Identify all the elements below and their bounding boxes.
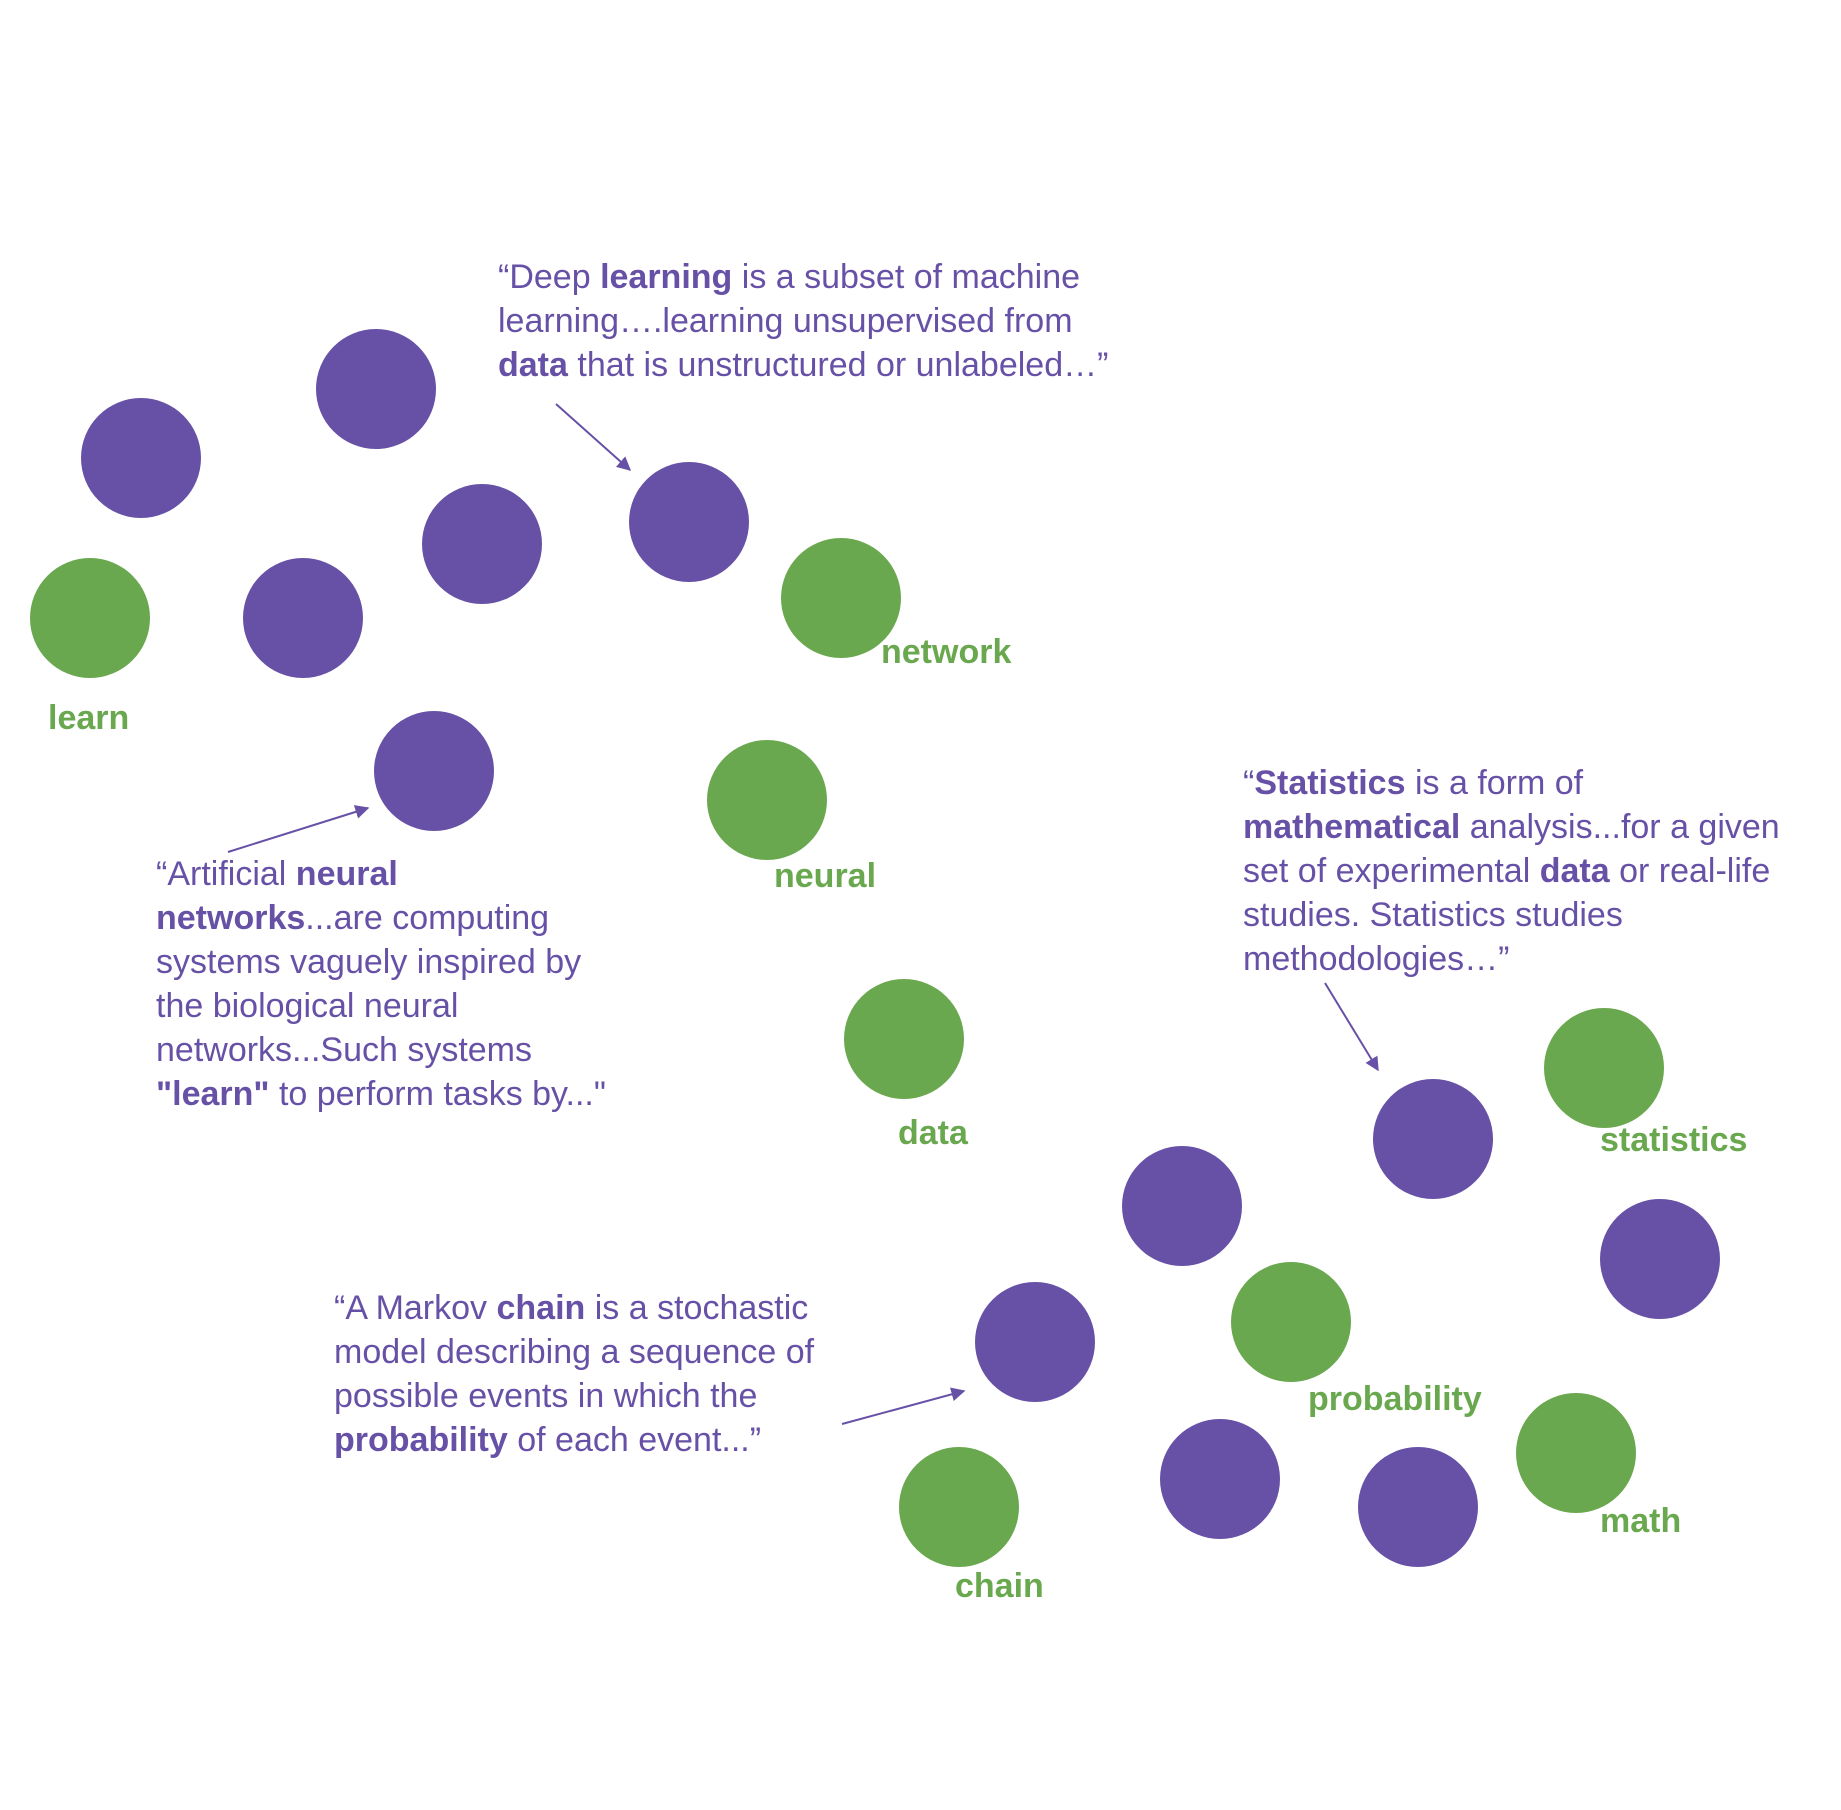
quote-text: model describing a sequence of [334, 1333, 815, 1371]
quote-line: "learn" to perform tasks by..." [156, 1072, 606, 1116]
label-chain: chain [955, 1567, 1044, 1605]
quote-line: studies. Statistics studies [1243, 893, 1780, 937]
green-node-statistics [1544, 1008, 1664, 1128]
quote-text: that is unstructured or unlabeled…” [567, 346, 1109, 384]
quote-line: probability of each event...” [334, 1418, 814, 1462]
quote-keyword: data [1539, 852, 1610, 890]
label-network: network [881, 633, 1012, 671]
quote-line: methodologies…” [1243, 937, 1780, 981]
quote-keyword: Statistics [1254, 764, 1406, 802]
quote-line: “A Markov chain is a stochastic [334, 1286, 814, 1330]
purple-node [81, 398, 201, 518]
label-probability: probability [1308, 1380, 1482, 1418]
quote-line: model describing a sequence of [334, 1330, 814, 1374]
label-neural: neural [774, 857, 877, 895]
arrow-deep-learning [555, 403, 632, 471]
quote-line: set of experimental data or real-life [1243, 849, 1780, 893]
quote-line: systems vaguely inspired by [156, 940, 606, 984]
quote-neural-networks: “Artificial neural networks...are computi… [156, 852, 606, 1116]
quote-line: learning….learning unsupervised from [498, 299, 1108, 343]
quote-keyword: data [498, 346, 568, 384]
quote-text: to perform tasks by..." [269, 1075, 606, 1113]
arrow-markov [841, 1387, 966, 1425]
quote-text: systems vaguely inspired by [156, 943, 582, 981]
quote-text: studies. Statistics studies [1243, 896, 1623, 934]
green-node-math [1516, 1393, 1636, 1513]
quote-line: “Deep learning is a subset of machine [498, 255, 1108, 299]
quote-text: is a subset of machine [732, 258, 1081, 296]
quote-text: of each event...” [507, 1421, 762, 1459]
quote-text: the biological neural [156, 987, 459, 1025]
green-node-learn [30, 558, 150, 678]
label-learn: learn [48, 699, 130, 737]
purple-node [243, 558, 363, 678]
purple-node [422, 484, 542, 604]
purple-node [316, 329, 436, 449]
quote-text: methodologies…” [1243, 940, 1510, 978]
quote-line: data that is unstructured or unlabeled…” [498, 343, 1108, 387]
quote-line: “Artificial neural [156, 852, 606, 896]
quote-keyword: "learn" [156, 1075, 270, 1113]
quote-line: “Statistics is a form of [1243, 761, 1780, 805]
quote-keyword: neural [295, 855, 398, 893]
quote-text: “A Markov [334, 1289, 497, 1327]
green-node-neural [707, 740, 827, 860]
quote-text: possible events in which the [334, 1377, 758, 1415]
purple-node [629, 462, 749, 582]
purple-node [1358, 1447, 1478, 1567]
quote-text: “Artificial [156, 855, 296, 893]
purple-node [1122, 1146, 1242, 1266]
quote-text: learning….learning unsupervised from [498, 302, 1073, 340]
quote-keyword: mathematical [1243, 808, 1461, 846]
green-node-probability [1231, 1262, 1351, 1382]
quote-line: mathematical analysis...for a given [1243, 805, 1780, 849]
quote-line: networks...are computing [156, 896, 606, 940]
quote-line: networks...Such systems [156, 1028, 606, 1072]
green-node-data [844, 979, 964, 1099]
quote-statistics: “Statistics is a form of mathematical ana… [1243, 761, 1780, 981]
label-data: data [898, 1114, 968, 1152]
quote-text: set of experimental [1243, 852, 1540, 890]
quote-text: is a stochastic [585, 1289, 809, 1327]
purple-node [1600, 1199, 1720, 1319]
quote-text: “Deep [498, 258, 601, 296]
green-node-chain [899, 1447, 1019, 1567]
quote-deep-learning: “Deep learning is a subset of machine lea… [498, 255, 1108, 387]
quote-keyword: learning [600, 258, 733, 296]
quote-line: the biological neural [156, 984, 606, 1028]
quote-text: or real-life [1609, 852, 1771, 890]
label-statistics: statistics [1600, 1121, 1748, 1159]
quote-keyword: chain [496, 1289, 586, 1327]
quote-text: analysis...for a given [1460, 808, 1780, 846]
quote-line: possible events in which the [334, 1374, 814, 1418]
label-math: math [1600, 1502, 1682, 1540]
purple-node [1373, 1079, 1493, 1199]
arrow-statistics [1324, 982, 1379, 1072]
quote-text: “ [1243, 764, 1255, 802]
green-node-network [781, 538, 901, 658]
purple-node [975, 1282, 1095, 1402]
quote-keyword: networks [156, 899, 306, 937]
arrow-neural-networks [227, 805, 370, 853]
purple-node [1160, 1419, 1280, 1539]
quote-text: networks...Such systems [156, 1031, 533, 1069]
quote-keyword: probability [334, 1421, 508, 1459]
quote-markov-chain: “A Markov chain is a stochastic model des… [334, 1286, 814, 1462]
quote-text: ...are computing [305, 899, 550, 937]
purple-node [374, 711, 494, 831]
quote-text: is a form of [1405, 764, 1584, 802]
